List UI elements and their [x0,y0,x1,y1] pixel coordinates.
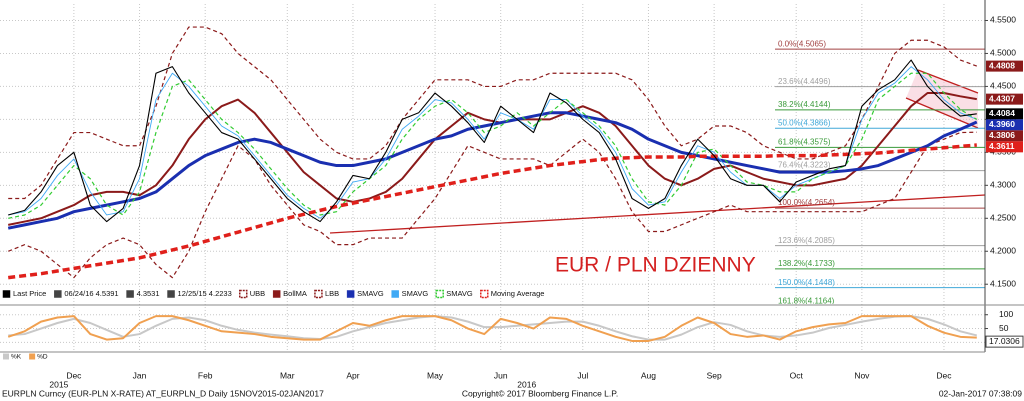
x-tick-label: Mar [280,370,295,380]
series-line [8,59,977,223]
x-tick-label: Jun [494,370,508,380]
legend-entry-icon [272,290,281,298]
x-tick-label: Dec [936,370,952,380]
legend-entry: Last Price [13,289,46,298]
x-tick-label: Dec [66,370,82,380]
y-tick-label: 4.2000 [990,246,1016,256]
fib-label: 23.6%(4.4496) [778,77,831,86]
legend-entry: SMAVG [402,289,429,298]
y-tick-label: 4.1500 [990,278,1016,288]
legend-info: 4.3531 [137,289,160,298]
footer-left: EURPLN Curncy (EUR-PLN X-RATE) AT_EURPLN… [2,388,324,398]
y-tick-label: 4.5500 [990,15,1016,25]
last-value-label: 4.4084 [989,108,1015,118]
main-panel: 0.0%(4.5065) 23.6%(4.4496) 38.2%(4.4144) 50… [7,26,985,305]
series-line [7,131,977,279]
series-line [8,72,978,219]
channel-upper [917,69,979,94]
y-tick-label: 4.3000 [990,180,1016,190]
y-tick-label: 50 [999,323,1009,333]
last-value-label: 4.4808 [989,60,1015,70]
y-tick-label: 4.4500 [990,81,1016,91]
last-value-label: 4.4307 [989,93,1015,103]
legend-entry-icon [480,289,489,299]
fib-label: 123.6%(4.2085) [778,236,835,245]
legend-icon [3,353,9,360]
legend-entry-icon [2,290,11,298]
legend-info-icon [54,290,62,298]
last-value-box [986,93,1023,105]
oscillator-panel [7,315,978,342]
descending-channel [906,70,978,128]
legend-entry-icon [435,289,444,299]
x-tick-label: Nov [854,370,870,380]
y-tick-label: 4.5000 [990,48,1016,58]
series-line [8,92,977,226]
legend-info: 12/25/15 4.2233 [178,289,232,298]
x-tick-label: Aug [641,370,656,380]
fib-label: 61.8%(4.3575) [778,138,831,147]
x-tick-label: Jan [133,370,147,380]
series-line [7,315,977,342]
x-tick-label: Feb [198,370,213,380]
fib-label: 50.0%(4.3866) [778,118,831,127]
footer-center: Copyright© 2017 Bloomberg Finance L.P. [462,388,618,398]
series-line [8,143,977,280]
legend-entry: SMAVG [446,289,473,298]
fib-label: 76.4%(4.3223) [778,161,831,170]
legend-entry: LBB [325,289,339,298]
x-tick-label: Jul [577,370,588,380]
legend-entry: %D [37,354,48,361]
last-value-box [986,130,1023,142]
annotation: EUR / PLN DZIENNY [555,254,756,277]
footer-right: 02-Jan-2017 07:38:09 [939,388,1022,398]
x-tick-label: May [427,370,444,380]
fib-label: 138.2%(4.1733) [778,259,835,268]
legend-icon [29,353,36,360]
legend-entry: BollMA [283,289,307,298]
last-value-box [986,108,1023,120]
legend-entry-icon [391,290,399,298]
last-value-label: 17.0306 [989,336,1020,346]
last-value-label: 4.3960 [989,119,1015,129]
fib-label: 150.0%(4.1448) [778,278,835,287]
y-tick-label: 4.2500 [990,213,1016,223]
fib-label: 161.8%(4.1164) [778,296,835,305]
legend-entry: UBB [250,289,265,298]
year-label: 2016 [517,379,536,389]
last-value-box [986,60,1023,72]
support-trendline [329,194,985,234]
series-line [8,26,977,200]
legend-entry: Moving Average [491,289,545,298]
channel-lower [905,97,979,129]
y-tick-label: 100 [999,309,1013,319]
legend-entry-icon [314,289,323,299]
last-value-box [985,335,1024,348]
legend-info: 06/24/16 4.5391 [64,289,118,298]
last-value-box [986,119,1023,131]
x-tick-label: Oct [790,370,804,380]
legend-entry-icon [346,290,355,298]
last-value-label: 4.3611 [989,141,1015,151]
legend-entry: %K [11,354,22,361]
fib-label: 38.2%(4.4144) [778,100,831,109]
legend-entry: SMAVG [357,289,384,298]
last-value-box [986,141,1023,153]
year-label: 2015 [49,379,68,389]
legend-info-icon [167,290,175,298]
legend-entry-icon [239,289,248,299]
last-value-label: 4.3806 [989,130,1015,140]
fib-label: 0.0%(4.5065) [778,39,826,48]
x-tick-label: Apr [346,370,359,380]
x-tick-label: Sep [707,370,722,380]
legend-info-icon [126,290,134,298]
fib-label: 100.0%(4.2654) [778,198,835,207]
